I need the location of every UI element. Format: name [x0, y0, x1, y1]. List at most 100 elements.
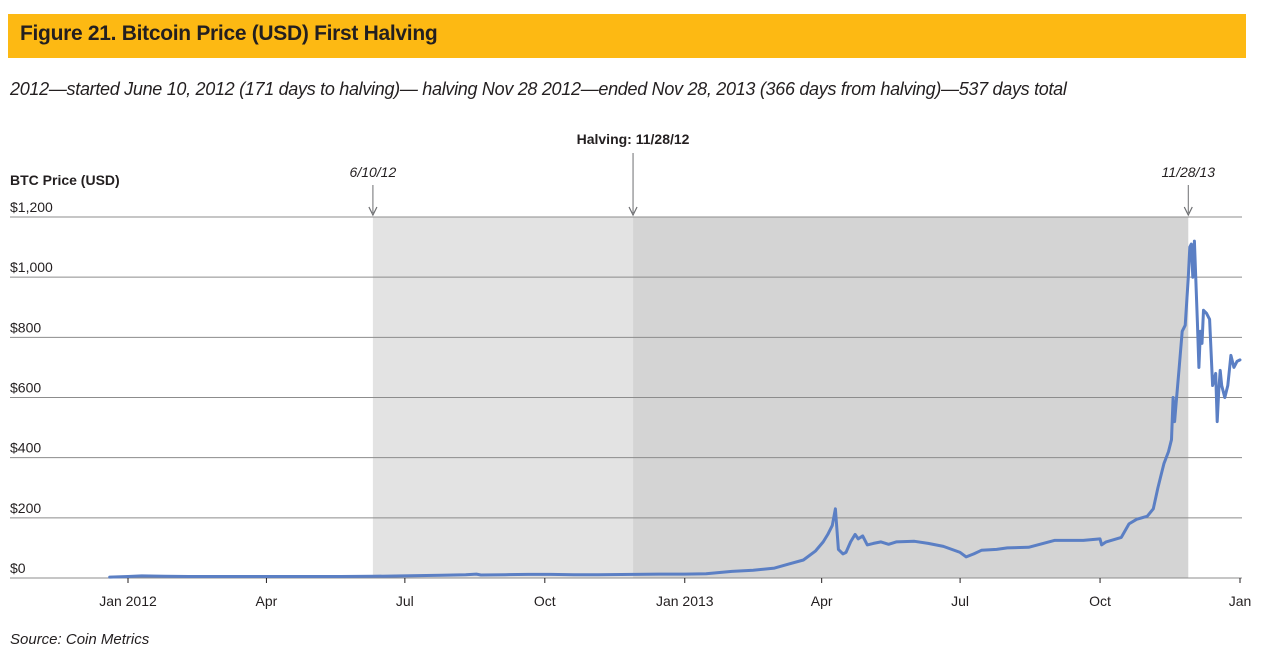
- data-point: [1054, 540, 1056, 542]
- data-point: [1191, 243, 1193, 245]
- data-point: [141, 575, 143, 577]
- data-point: [1172, 397, 1174, 399]
- x-tick-label: Jul: [396, 593, 414, 609]
- data-point: [1006, 547, 1008, 549]
- data-point: [164, 575, 166, 577]
- data-point: [1067, 540, 1069, 542]
- data-point: [1160, 475, 1162, 477]
- x-tick-label: Apr: [256, 593, 278, 609]
- x-tick-label: Oct: [534, 593, 556, 609]
- data-point: [1215, 373, 1217, 375]
- data-point: [109, 576, 111, 578]
- data-point: [867, 544, 869, 546]
- x-tick-label: Jul: [951, 593, 969, 609]
- data-point: [1174, 421, 1176, 423]
- data-point: [597, 574, 599, 576]
- data-point: [965, 556, 967, 558]
- data-point: [1146, 516, 1148, 518]
- data-point: [1184, 325, 1186, 327]
- data-point: [850, 541, 852, 543]
- data-point: [774, 567, 776, 569]
- data-point: [247, 576, 249, 578]
- data-point: [1194, 240, 1196, 242]
- data-point: [927, 543, 929, 545]
- data-point: [340, 576, 342, 578]
- data-point: [1099, 538, 1101, 540]
- x-tick-label: Apr: [811, 593, 833, 609]
- data-point: [981, 550, 983, 552]
- x-tick-label: Jan 2013: [656, 593, 714, 609]
- data-point: [1197, 321, 1199, 323]
- data-point: [1218, 391, 1220, 393]
- annotation-label: 6/10/12: [350, 164, 397, 180]
- data-point: [1175, 403, 1177, 405]
- data-point: [465, 574, 467, 576]
- annotation-arrowhead: [1183, 206, 1193, 217]
- data-point: [218, 576, 220, 578]
- data-point: [1201, 343, 1203, 345]
- data-point: [1236, 361, 1238, 363]
- data-point: [959, 552, 961, 554]
- source-note: Source: Coin Metrics: [10, 631, 150, 648]
- data-point: [827, 534, 829, 536]
- data-point: [895, 541, 897, 543]
- data-point: [1157, 487, 1159, 489]
- data-point: [684, 573, 686, 575]
- data-point: [822, 541, 824, 543]
- data-point: [1224, 397, 1226, 399]
- data-point: [1121, 537, 1123, 539]
- data-point: [973, 553, 975, 555]
- data-point: [527, 574, 529, 576]
- data-point: [888, 544, 890, 546]
- data-point: [914, 540, 916, 542]
- data-point: [1200, 331, 1202, 333]
- data-point: [1128, 523, 1130, 525]
- data-point: [1209, 318, 1211, 320]
- data-point: [480, 574, 482, 576]
- x-tick-label: Oct: [1089, 593, 1111, 609]
- data-point: [1189, 246, 1191, 248]
- data-point: [854, 534, 856, 536]
- y-axis-label: BTC Price (USD): [10, 172, 120, 188]
- y-tick-label: $1,000: [10, 259, 53, 275]
- data-point: [1227, 385, 1229, 387]
- y-tick-label: $400: [10, 440, 41, 456]
- figure-title: Figure 21. Bitcoin Price (USD) First Hal…: [20, 22, 438, 45]
- data-point: [845, 552, 847, 554]
- data-point: [311, 576, 313, 578]
- data-point: [550, 574, 552, 576]
- data-point: [873, 543, 875, 545]
- data-point: [705, 573, 707, 575]
- data-point: [943, 546, 945, 548]
- data-point: [127, 576, 129, 578]
- data-point: [1233, 367, 1235, 369]
- data-point: [731, 571, 733, 573]
- data-point: [395, 575, 397, 577]
- data-point: [838, 549, 840, 551]
- data-point: [1101, 544, 1103, 546]
- data-point: [1028, 547, 1030, 549]
- data-point: [1206, 312, 1208, 314]
- data-point: [476, 573, 478, 575]
- data-point: [573, 574, 575, 576]
- data-point: [815, 550, 817, 552]
- figure-subtitle: 2012—started June 10, 2012 (171 days to …: [10, 79, 1067, 99]
- data-point: [1192, 276, 1194, 278]
- data-point: [1163, 463, 1165, 465]
- data-point: [188, 576, 190, 578]
- annotation-label: 11/28/13: [1162, 164, 1216, 180]
- x-tick-label: Jan 2012: [99, 593, 157, 609]
- data-point: [632, 574, 634, 576]
- data-point: [835, 508, 837, 510]
- y-tick-label: $800: [10, 319, 41, 335]
- data-point: [1181, 331, 1183, 333]
- data-point: [658, 573, 660, 575]
- x-tick-label: Jan: [1229, 593, 1252, 609]
- data-point: [504, 574, 506, 576]
- data-point: [279, 576, 281, 578]
- data-point: [1212, 385, 1214, 387]
- y-tick-label: $200: [10, 500, 41, 516]
- data-point: [832, 525, 834, 527]
- data-point: [1216, 421, 1218, 423]
